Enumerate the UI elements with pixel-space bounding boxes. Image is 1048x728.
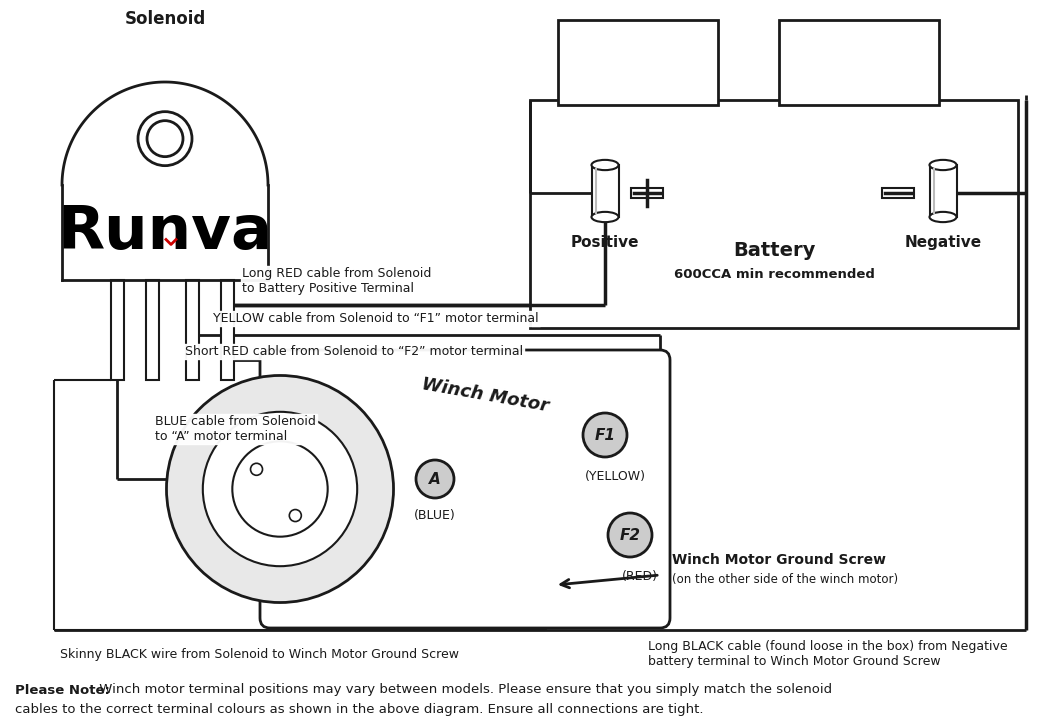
Bar xyxy=(631,188,663,198)
Text: BLUE cable from Solenoid
to “A” motor terminal: BLUE cable from Solenoid to “A” motor te… xyxy=(155,415,315,443)
Ellipse shape xyxy=(930,160,957,170)
Ellipse shape xyxy=(591,212,618,222)
Text: Negative: Negative xyxy=(904,235,982,250)
Circle shape xyxy=(583,413,627,457)
Text: Winch Motor Ground Screw: Winch Motor Ground Screw xyxy=(672,553,886,567)
Circle shape xyxy=(147,121,183,157)
Bar xyxy=(930,165,957,217)
Bar xyxy=(146,280,159,380)
Text: F1: F1 xyxy=(594,427,615,443)
Text: YELLOW cable from Solenoid to “F1” motor terminal: YELLOW cable from Solenoid to “F1” motor… xyxy=(213,312,539,325)
Text: A: A xyxy=(429,472,441,486)
Text: (BLUE): (BLUE) xyxy=(414,509,456,522)
Polygon shape xyxy=(62,82,268,185)
Bar xyxy=(221,280,234,380)
Text: Solenoid: Solenoid xyxy=(125,10,205,28)
Text: Positive: Positive xyxy=(571,235,639,250)
Text: Please Note:: Please Note: xyxy=(15,684,110,697)
Text: (YELLOW): (YELLOW) xyxy=(585,470,646,483)
Bar xyxy=(779,20,939,105)
Circle shape xyxy=(608,513,652,557)
Bar xyxy=(530,100,1018,328)
Circle shape xyxy=(138,111,192,166)
Text: 600CCA min recommended: 600CCA min recommended xyxy=(674,269,874,282)
Bar xyxy=(882,188,914,198)
Text: Winch Motor: Winch Motor xyxy=(420,375,550,415)
Text: Skinny BLACK wire from Solenoid to Winch Motor Ground Screw: Skinny BLACK wire from Solenoid to Winch… xyxy=(60,648,459,661)
Circle shape xyxy=(416,460,454,498)
Text: F2: F2 xyxy=(619,528,640,542)
Circle shape xyxy=(289,510,302,521)
Text: (on the other side of the winch motor): (on the other side of the winch motor) xyxy=(672,574,898,587)
Text: Runva: Runva xyxy=(58,203,272,262)
FancyBboxPatch shape xyxy=(260,350,670,628)
Circle shape xyxy=(250,463,262,475)
Text: cables to the correct terminal colours as shown in the above diagram. Ensure all: cables to the correct terminal colours a… xyxy=(15,703,703,716)
Text: Battery: Battery xyxy=(733,240,815,259)
Circle shape xyxy=(233,441,328,537)
Text: Long BLACK cable (found loose in the box) from Negative
battery terminal to Winc: Long BLACK cable (found loose in the box… xyxy=(648,640,1007,668)
Bar xyxy=(558,20,718,105)
Text: Winch motor terminal positions may vary between models. Please ensure that you s: Winch motor terminal positions may vary … xyxy=(95,684,832,697)
Text: Long RED cable from Solenoid
to Battery Positive Terminal: Long RED cable from Solenoid to Battery … xyxy=(242,267,432,295)
Bar xyxy=(592,165,619,217)
Bar xyxy=(111,280,124,380)
Text: (RED): (RED) xyxy=(623,570,658,583)
Ellipse shape xyxy=(591,160,618,170)
Text: Short RED cable from Solenoid to “F2” motor terminal: Short RED cable from Solenoid to “F2” mo… xyxy=(185,345,523,358)
Circle shape xyxy=(203,412,357,566)
Ellipse shape xyxy=(930,212,957,222)
Circle shape xyxy=(167,376,393,603)
Bar xyxy=(185,280,199,380)
